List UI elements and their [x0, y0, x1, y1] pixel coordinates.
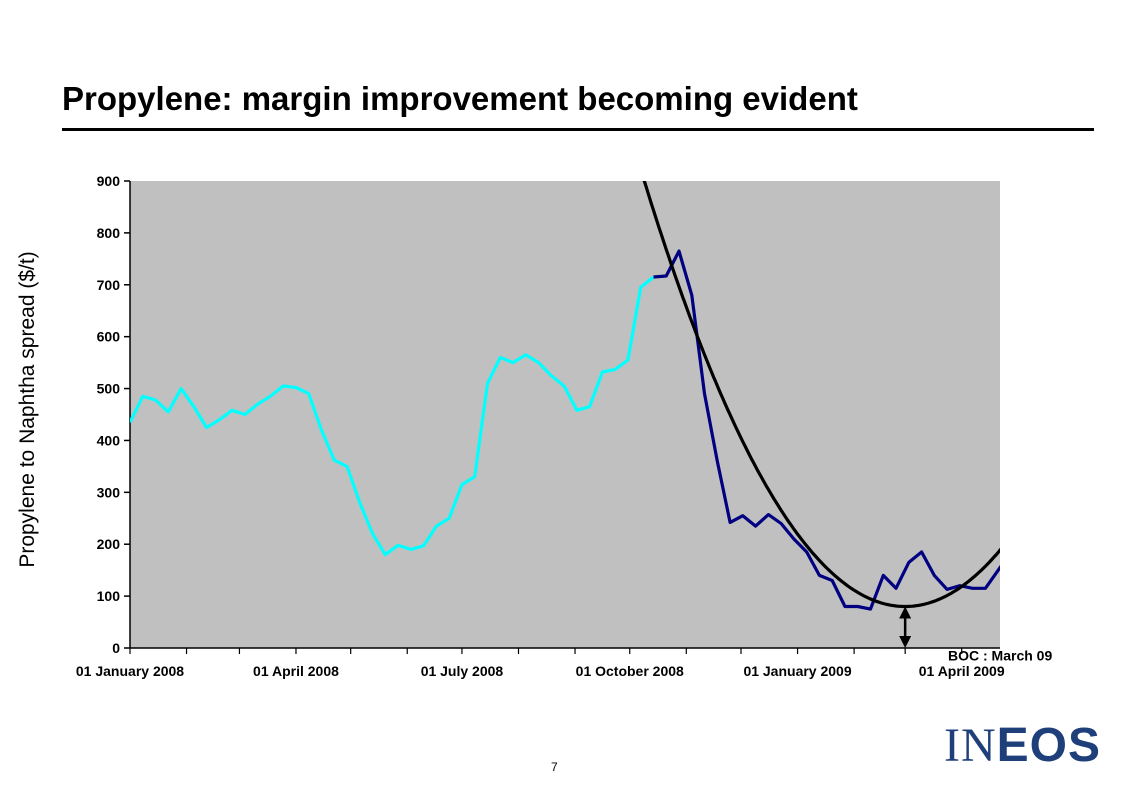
boc-arrow-head-down	[899, 636, 912, 648]
plot-area	[130, 181, 1000, 648]
x-tick-label: 01 July 2008	[421, 663, 504, 679]
y-axis-title: Propylene to Naphtha spread ($/t)	[16, 251, 39, 567]
page-number: 7	[551, 760, 558, 774]
y-tick-label: 900	[97, 173, 121, 189]
y-tick-label: 600	[97, 329, 121, 345]
boc-arrow-head-up	[899, 606, 912, 619]
x-tick-label: 01 April 2009	[919, 663, 1005, 679]
ineos-logo: INEOS	[944, 719, 1102, 772]
y-tick-label: 100	[97, 588, 121, 604]
x-tick-label: 01 October 2008	[576, 663, 684, 679]
y-tick-label: 700	[97, 277, 121, 293]
y-tick-label: 800	[97, 225, 121, 241]
y-tick-label: 300	[97, 484, 121, 500]
trend-layer	[642, 181, 1000, 609]
series-1-line	[130, 275, 655, 557]
annotation-layer: BOC : March 09	[899, 606, 1052, 663]
x-tick-label: 01 January 2009	[743, 663, 851, 679]
slide-title: Propylene: margin improvement becoming e…	[62, 80, 858, 117]
x-tick-label: 01 January 2008	[76, 663, 184, 679]
y-tick-label: 500	[97, 381, 121, 397]
x-tick-label: 01 April 2008	[253, 663, 339, 679]
y-axis: 0 100 200 300 400 500 600 700 800 900	[97, 173, 131, 656]
x-axis: 01 January 2008 01 April 2008 01 July 2008…	[76, 647, 1005, 679]
boc-annotation-label: BOC : March 09	[948, 647, 1052, 663]
trend-curve	[642, 181, 1000, 609]
y-tick-label: 200	[97, 536, 121, 552]
title-underline	[62, 128, 1094, 131]
y-tick-label: 400	[97, 432, 121, 448]
y-tick-label: 0	[112, 640, 120, 656]
